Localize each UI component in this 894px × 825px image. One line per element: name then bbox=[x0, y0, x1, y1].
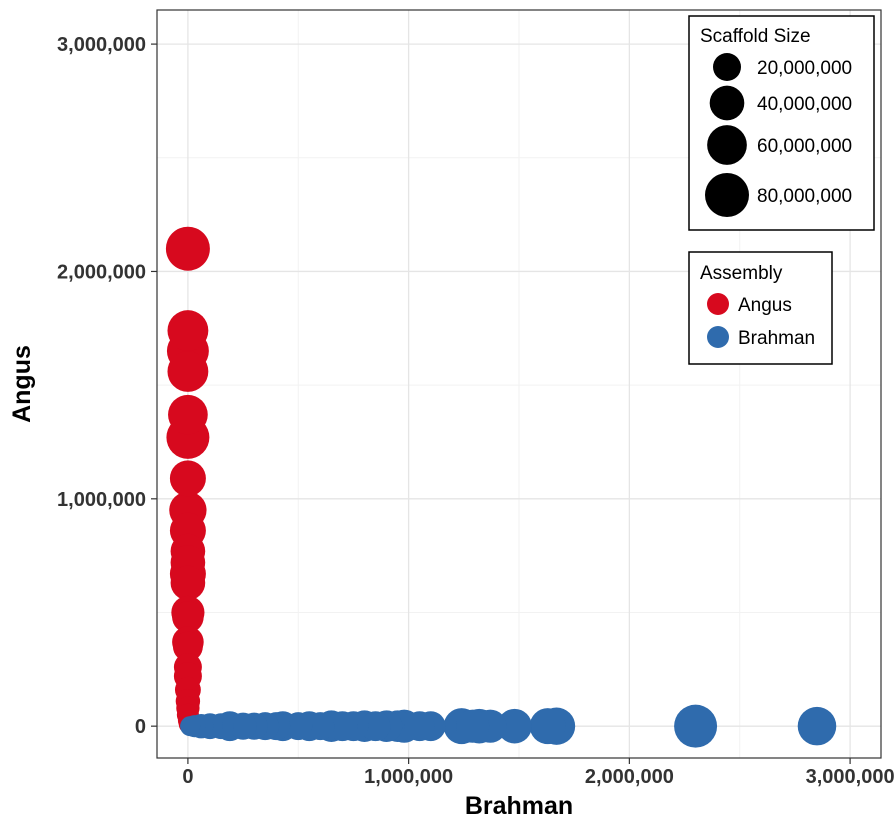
x-axis-ticks: 0 1,000,000 2,000,000 3,000,000 bbox=[182, 758, 894, 788]
point-brahman-4 bbox=[497, 708, 532, 744]
x-axis-title: Brahman bbox=[465, 792, 573, 820]
size-legend-symbol-1 bbox=[709, 85, 745, 121]
point-angus-14 bbox=[172, 601, 204, 633]
point-brahman-17 bbox=[327, 711, 358, 742]
point-brahman-7 bbox=[456, 709, 490, 743]
color-legend-label-brahman: Brahman bbox=[738, 328, 815, 349]
point-angus-16 bbox=[172, 631, 203, 662]
size-legend-symbol-3 bbox=[705, 173, 749, 217]
point-angus-1 bbox=[167, 310, 209, 351]
y-tick-label-3: 3,000,000 bbox=[57, 34, 146, 56]
point-brahman-1 bbox=[674, 704, 718, 748]
point-brahman-19 bbox=[306, 712, 335, 741]
color-legend-title: Assembly bbox=[700, 263, 783, 284]
x-tick-label-2: 2,000,000 bbox=[585, 766, 674, 788]
size-legend: Scaffold Size 20,000,000 40,000,000 60,000… bbox=[688, 15, 875, 231]
size-legend-symbol-0 bbox=[713, 53, 741, 81]
point-brahman-32 bbox=[180, 716, 201, 737]
size-legend-label-2: 60,000,000 bbox=[757, 136, 852, 157]
point-brahman-0 bbox=[797, 706, 837, 746]
y-tick-label-2: 2,000,000 bbox=[57, 261, 146, 283]
color-legend: Assembly Angus Brahman bbox=[688, 251, 833, 365]
size-legend-label-1: 40,000,000 bbox=[757, 94, 852, 115]
color-legend-symbol-brahman bbox=[707, 326, 729, 348]
point-angus-4 bbox=[168, 394, 208, 435]
point-brahman-10 bbox=[404, 711, 435, 742]
y-tick-label-1: 1,000,000 bbox=[57, 489, 146, 511]
size-legend-title: Scaffold Size bbox=[700, 26, 811, 47]
point-angus-6 bbox=[169, 460, 206, 497]
point-angus-0 bbox=[165, 226, 210, 271]
color-legend-entries: Angus Brahman bbox=[707, 293, 815, 349]
size-legend-label-3: 80,000,000 bbox=[757, 186, 852, 207]
point-brahman-21 bbox=[284, 712, 313, 741]
point-brahman-14 bbox=[360, 711, 391, 742]
x-tick-label-1: 1,000,000 bbox=[364, 766, 453, 788]
point-angus-3 bbox=[167, 351, 209, 392]
point-angus-12 bbox=[170, 565, 206, 601]
color-legend-symbol-angus bbox=[707, 293, 729, 315]
x-tick-label-3: 3,000,000 bbox=[806, 766, 894, 788]
data-points bbox=[165, 226, 837, 748]
point-brahman-3 bbox=[529, 708, 566, 745]
y-tick-label-0: 0 bbox=[135, 716, 146, 738]
point-brahman-26 bbox=[229, 712, 257, 740]
size-legend-symbol-2 bbox=[707, 125, 747, 165]
size-legend-entries: 20,000,000 40,000,000 60,000,000 80,000,000 bbox=[705, 53, 852, 217]
y-axis-title: Angus bbox=[8, 345, 36, 423]
x-tick-label-0: 0 bbox=[182, 766, 193, 788]
size-legend-label-0: 20,000,000 bbox=[757, 58, 852, 79]
plot-border bbox=[156, 9, 882, 759]
y-axis-ticks: 0 1,000,000 2,000,000 3,000,000 bbox=[57, 34, 157, 738]
color-legend-label-angus: Angus bbox=[738, 295, 792, 316]
